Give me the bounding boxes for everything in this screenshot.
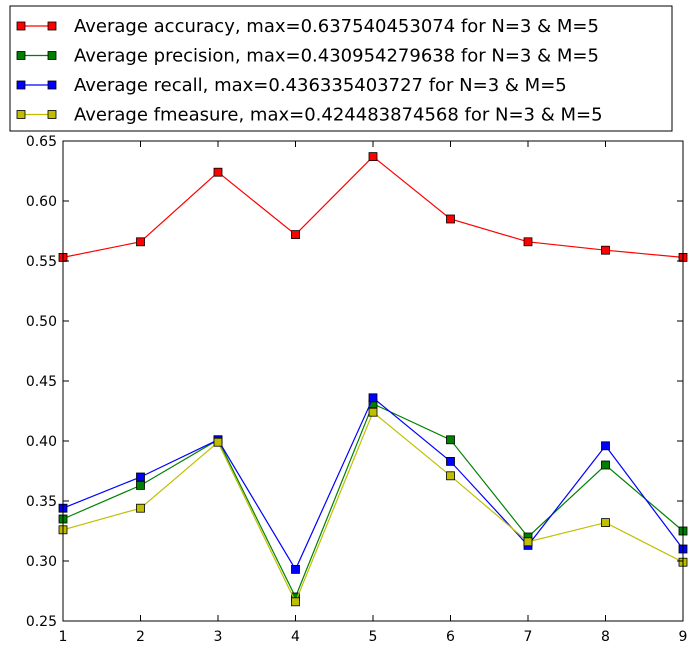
- legend-marker: [16, 51, 26, 60]
- data-point: [601, 441, 610, 451]
- data-point: [523, 237, 533, 247]
- data-point: [291, 565, 300, 574]
- series-line: [62, 402, 684, 599]
- legend-marker: [47, 21, 57, 31]
- x-tick-label: 3: [214, 629, 223, 645]
- data-point: [136, 480, 145, 490]
- data-point: [523, 537, 533, 547]
- legend-label: Average recall, max=0.436335403727 for N…: [74, 75, 567, 96]
- data-point: [601, 518, 610, 527]
- x-tick-label: 5: [369, 629, 378, 645]
- series-line: [62, 155, 684, 258]
- data-point: [446, 435, 455, 445]
- legend-marker: [16, 80, 26, 90]
- x-tick-label: 8: [601, 629, 610, 645]
- x-tick-label: 6: [446, 629, 455, 645]
- legend-marker: [16, 110, 26, 119]
- legend-label: Average fmeasure, max=0.424483874568 for…: [74, 105, 603, 126]
- data-point: [368, 393, 378, 403]
- legend-marker: [47, 110, 57, 119]
- legend-marker: [47, 51, 57, 60]
- data-point: [291, 230, 300, 240]
- data-point: [446, 214, 455, 224]
- series-line: [62, 411, 684, 604]
- data-point: [136, 237, 145, 247]
- x-tick-label: 1: [59, 629, 68, 645]
- y-tick-label: 0.65: [26, 134, 57, 150]
- data-point: [136, 503, 145, 513]
- data-point: [601, 245, 610, 255]
- plot-frame: [62, 140, 684, 622]
- legend: Average accuracy, max=0.637540453074 for…: [9, 5, 673, 132]
- data-point: [136, 472, 145, 482]
- data-point: [213, 167, 223, 177]
- data-point: [446, 456, 455, 466]
- data-point: [446, 471, 455, 481]
- y-tick-label: 0.35: [26, 494, 57, 510]
- data-point: [213, 437, 223, 447]
- legend-marker: [47, 80, 57, 90]
- series-layer: [58, 152, 688, 607]
- y-tick-label: 0.45: [26, 374, 57, 390]
- y-tick-label: 0.40: [26, 434, 57, 450]
- ticks-layer: 1 2 3 4 5 6 7 8 9 0.25 0.30 0.35 0.40 0.45 0.50 0.55 0.6…: [26, 134, 688, 645]
- legend-label: Average accuracy, max=0.637540453074 for…: [74, 16, 599, 37]
- y-tick-label: 0.50: [26, 314, 57, 330]
- y-tick-label: 0.55: [26, 254, 57, 270]
- data-point: [291, 597, 300, 607]
- data-point: [368, 407, 378, 417]
- x-tick-label: 2: [136, 629, 145, 645]
- y-tick-label: 0.25: [26, 614, 57, 630]
- legend-label: Average precision, max=0.430954279638 fo…: [74, 46, 599, 67]
- x-tick-label: 4: [291, 629, 300, 645]
- y-tick-label: 0.60: [26, 194, 57, 210]
- data-point: [601, 460, 610, 470]
- y-tick-label: 0.30: [26, 554, 57, 570]
- series-line: [62, 396, 684, 571]
- x-tick-label: 9: [679, 629, 688, 645]
- x-tick-label: 7: [524, 629, 533, 645]
- data-point: [368, 152, 378, 162]
- legend-marker: [16, 21, 26, 31]
- legend-box: [9, 5, 673, 132]
